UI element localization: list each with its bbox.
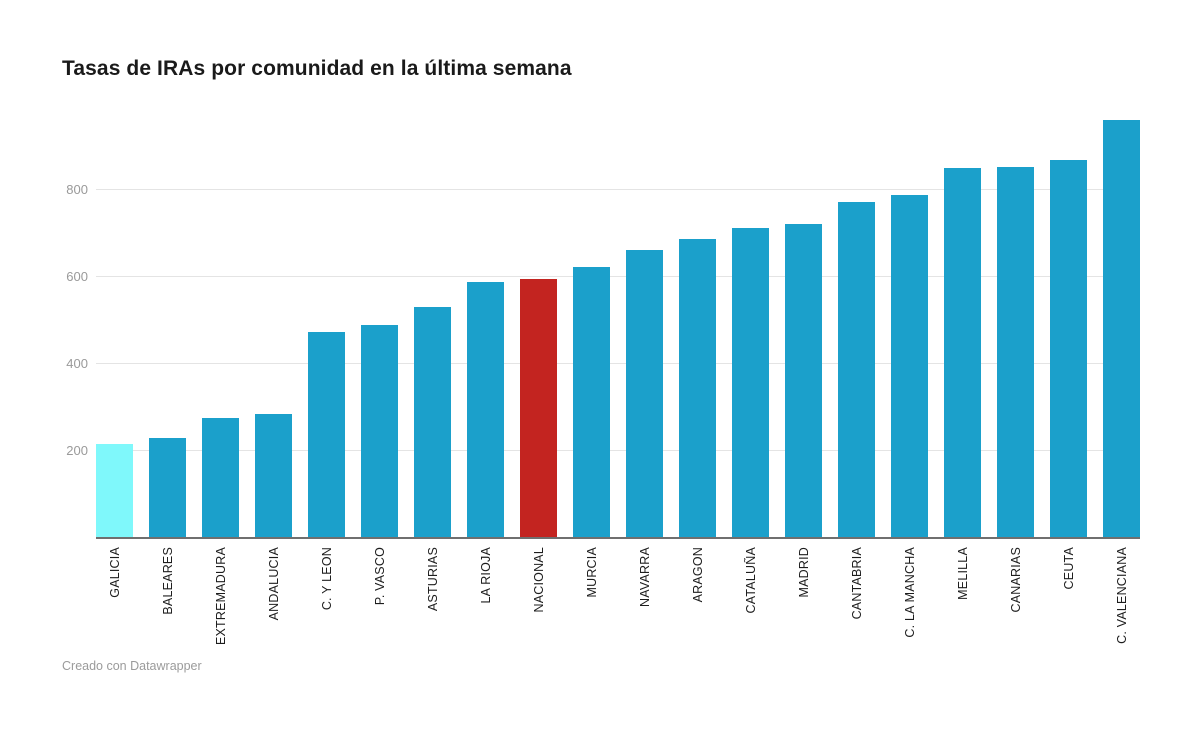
gridline [96, 276, 1140, 277]
gridline [96, 189, 1140, 190]
y-tick-label: 400 [66, 356, 88, 371]
x-category-label: LA RIOJA [478, 547, 493, 604]
x-category-label: MURCIA [584, 547, 599, 598]
x-category-label: GALICIA [107, 547, 122, 598]
x-label-cell: GALICIA [96, 547, 133, 659]
chart-title: Tasas de IRAs por comunidad en la última… [62, 57, 572, 80]
y-tick-label: 200 [66, 443, 88, 458]
x-category-label: NACIONAL [531, 547, 546, 613]
bar-navarra[interactable] [626, 250, 663, 538]
bar-canarias[interactable] [997, 166, 1034, 538]
x-category-label: C. VALENCIANA [1114, 547, 1129, 644]
bar-andalucia[interactable] [255, 414, 292, 538]
bar-madrid[interactable] [785, 223, 822, 538]
x-label-cell: CANTABRIA [838, 547, 875, 659]
x-label-cell: LA RIOJA [467, 547, 504, 659]
bar-la-rioja[interactable] [467, 282, 504, 538]
x-axis-line [96, 537, 1140, 539]
x-category-label: EXTREMADURA [213, 547, 228, 646]
x-label-cell: CANARIAS [997, 547, 1034, 659]
x-label-cell: ASTURIAS [414, 547, 451, 659]
x-label-cell: P. VASCO [361, 547, 398, 659]
x-label-cell: ANDALUCIA [255, 547, 292, 659]
bar-asturias[interactable] [414, 307, 451, 538]
x-label-cell: NACIONAL [520, 547, 557, 659]
x-category-label: BALEARES [160, 547, 175, 615]
x-category-label: ANDALUCIA [266, 547, 281, 621]
bar-extremadura[interactable] [202, 417, 239, 538]
bar-cataluña[interactable] [732, 227, 769, 538]
bar-ceuta[interactable] [1050, 160, 1087, 538]
x-label-cell: BALEARES [149, 547, 186, 659]
x-label-cell: MURCIA [573, 547, 610, 659]
x-category-label: CEUTA [1061, 547, 1076, 590]
bar-nacional[interactable] [520, 278, 557, 538]
gridline [96, 363, 1140, 364]
x-label-cell: CEUTA [1050, 547, 1087, 659]
x-category-label: CANTABRIA [849, 547, 864, 620]
gridline [96, 450, 1140, 451]
bar-cantabria[interactable] [838, 202, 875, 538]
x-category-label: ARAGON [690, 547, 705, 603]
x-category-label: MELILLA [955, 547, 970, 600]
x-label-cell: C. Y LEON [308, 547, 345, 659]
x-label-cell: CATALUÑA [732, 547, 769, 659]
x-category-label: NAVARRA [637, 547, 652, 607]
bars-group [96, 103, 1140, 538]
x-category-label: CATALUÑA [743, 547, 758, 614]
y-tick-label: 800 [66, 182, 88, 197]
x-axis-labels: GALICIA BALEARES EXTREMADURA ANDALUCIA C. Y … [96, 547, 1140, 659]
bar-murcia[interactable] [573, 266, 610, 538]
y-tick-label: 600 [66, 269, 88, 284]
bar-c-la-mancha[interactable] [891, 194, 928, 538]
x-label-cell: C. VALENCIANA [1103, 547, 1140, 659]
x-category-label: C. LA MANCHA [902, 547, 917, 638]
x-label-cell: MELILLA [944, 547, 981, 659]
bar-baleares[interactable] [149, 437, 186, 538]
x-label-cell: C. LA MANCHA [891, 547, 928, 659]
datawrapper-credit-link[interactable]: Creado con Datawrapper [62, 659, 202, 673]
plot-area [96, 103, 1140, 538]
x-label-cell: EXTREMADURA [202, 547, 239, 659]
bar-p-vasco[interactable] [361, 325, 398, 538]
bar-galicia[interactable] [96, 444, 133, 538]
x-label-cell: MADRID [785, 547, 822, 659]
bar-c-valenciana[interactable] [1103, 120, 1140, 538]
bar-c-y-leon[interactable] [308, 332, 345, 538]
x-category-label: P. VASCO [372, 547, 387, 606]
bar-melilla[interactable] [944, 167, 981, 538]
x-label-cell: ARAGON [679, 547, 716, 659]
x-label-cell: NAVARRA [626, 547, 663, 659]
x-category-label: CANARIAS [1008, 547, 1023, 613]
bar-aragon[interactable] [679, 239, 716, 538]
x-category-label: MADRID [796, 547, 811, 598]
x-category-label: C. Y LEON [319, 547, 334, 611]
x-category-label: ASTURIAS [425, 547, 440, 612]
